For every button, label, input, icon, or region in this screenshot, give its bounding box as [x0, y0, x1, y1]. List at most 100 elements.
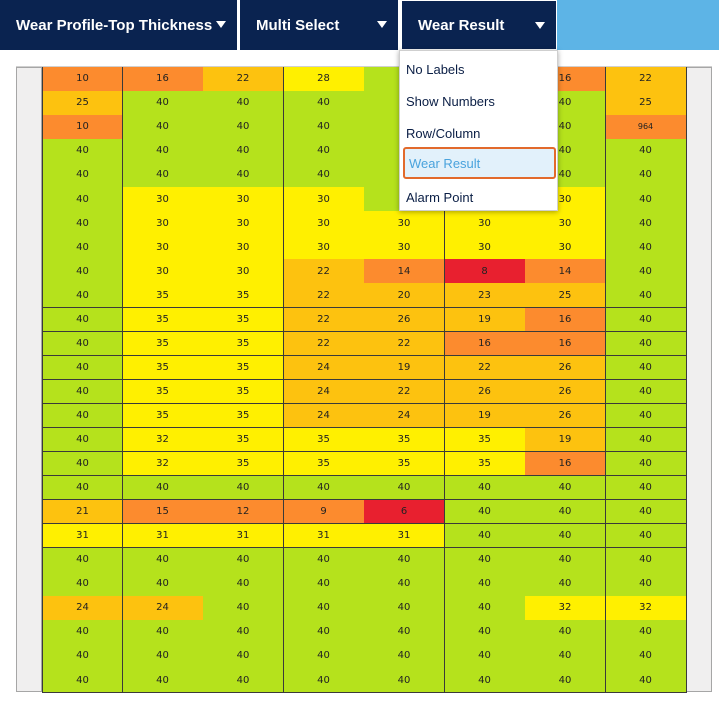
- grid-cell[interactable]: 40: [364, 475, 445, 501]
- grid-cell[interactable]: 22: [364, 379, 445, 405]
- grid-cell[interactable]: 30: [203, 235, 284, 260]
- grid-cell[interactable]: 40: [605, 139, 687, 164]
- grid-cell[interactable]: 30: [283, 187, 365, 212]
- grid-cell[interactable]: 40: [42, 307, 123, 333]
- grid-cell[interactable]: 16: [122, 67, 204, 92]
- grid-cell[interactable]: 40: [444, 668, 526, 693]
- grid-cell[interactable]: 24: [364, 403, 445, 429]
- grid-cell[interactable]: 40: [444, 572, 526, 597]
- grid-cell[interactable]: 35: [122, 307, 204, 333]
- grid-cell[interactable]: 31: [364, 523, 445, 549]
- grid-cell[interactable]: 30: [444, 211, 526, 236]
- grid-cell[interactable]: 40: [42, 211, 123, 236]
- grid-cell[interactable]: 40: [605, 427, 687, 453]
- grid-cell[interactable]: 40: [283, 139, 365, 164]
- grid-cell[interactable]: 40: [203, 475, 284, 501]
- grid-cell[interactable]: 40: [444, 523, 526, 549]
- grid-cell[interactable]: 40: [42, 548, 123, 573]
- grid-cell[interactable]: 40: [203, 668, 284, 693]
- grid-cell[interactable]: 21: [42, 499, 123, 525]
- grid-cell[interactable]: 40: [42, 427, 123, 453]
- menu-item-no-labels[interactable]: No Labels: [406, 61, 465, 77]
- grid-cell[interactable]: 26: [525, 379, 606, 405]
- grid-cell[interactable]: 25: [42, 91, 123, 116]
- grid-cell[interactable]: 40: [203, 139, 284, 164]
- grid-cell[interactable]: 35: [122, 403, 204, 429]
- grid-cell[interactable]: 22: [203, 67, 284, 92]
- grid-cell[interactable]: 8: [444, 259, 526, 284]
- grid-cell[interactable]: 32: [122, 427, 204, 453]
- grid-cell[interactable]: 35: [203, 331, 284, 357]
- grid-cell[interactable]: 24: [283, 355, 365, 381]
- grid-cell[interactable]: 35: [203, 283, 284, 308]
- menu-item-row-column[interactable]: Row/Column: [406, 125, 481, 141]
- grid-cell[interactable]: 40: [364, 596, 445, 621]
- grid-cell[interactable]: 32: [605, 596, 687, 621]
- grid-cell[interactable]: 40: [525, 572, 606, 597]
- grid-cell[interactable]: 9: [283, 499, 365, 525]
- grid-cell[interactable]: 30: [525, 235, 606, 260]
- grid-cell[interactable]: 40: [525, 620, 606, 645]
- grid-cell[interactable]: 40: [42, 668, 123, 693]
- grid-cell[interactable]: 35: [203, 403, 284, 429]
- grid-cell[interactable]: 19: [444, 307, 526, 333]
- grid-cell[interactable]: 40: [283, 91, 365, 116]
- grid-cell[interactable]: 40: [203, 596, 284, 621]
- grid-cell[interactable]: 40: [525, 548, 606, 573]
- grid-cell[interactable]: 40: [364, 548, 445, 573]
- grid-cell[interactable]: 30: [444, 235, 526, 260]
- grid-cell[interactable]: 30: [283, 211, 365, 236]
- grid-cell[interactable]: 40: [444, 620, 526, 645]
- grid-cell[interactable]: 40: [42, 403, 123, 429]
- grid-cell[interactable]: 40: [42, 475, 123, 501]
- grid-cell[interactable]: 35: [122, 355, 204, 381]
- grid-cell[interactable]: 40: [283, 548, 365, 573]
- grid-cell[interactable]: 40: [525, 475, 606, 501]
- grid-cell[interactable]: 40: [605, 403, 687, 429]
- menu-item-alarm-point[interactable]: Alarm Point: [406, 189, 474, 205]
- grid-cell[interactable]: 40: [283, 596, 365, 621]
- grid-cell[interactable]: 10: [42, 115, 123, 140]
- grid-cell[interactable]: 35: [364, 427, 445, 453]
- grid-cell[interactable]: 40: [605, 475, 687, 501]
- grid-cell[interactable]: 30: [203, 259, 284, 284]
- grid-cell[interactable]: 40: [444, 475, 526, 501]
- grid-cell[interactable]: 30: [364, 211, 445, 236]
- menu-item-show-numbers[interactable]: Show Numbers: [406, 93, 495, 109]
- grid-cell[interactable]: 40: [203, 548, 284, 573]
- grid-cell[interactable]: 35: [122, 331, 204, 357]
- grid-cell[interactable]: 40: [42, 379, 123, 405]
- grid-cell[interactable]: 40: [203, 644, 284, 669]
- grid-cell[interactable]: 14: [525, 259, 606, 284]
- grid-cell[interactable]: 40: [203, 572, 284, 597]
- grid-cell[interactable]: 25: [525, 283, 606, 308]
- grid-cell[interactable]: 40: [444, 499, 526, 525]
- grid-cell[interactable]: 32: [122, 451, 204, 477]
- grid-cell[interactable]: 40: [122, 115, 204, 140]
- grid-cell[interactable]: 16: [525, 307, 606, 333]
- grid-cell[interactable]: 19: [364, 355, 445, 381]
- grid-cell[interactable]: 30: [122, 187, 204, 212]
- grid-cell[interactable]: 40: [525, 644, 606, 669]
- grid-cell[interactable]: 40: [605, 355, 687, 381]
- grid-cell[interactable]: 24: [42, 596, 123, 621]
- grid-cell[interactable]: 40: [203, 91, 284, 116]
- grid-cell[interactable]: 964: [605, 115, 687, 140]
- grid-cell[interactable]: 40: [122, 572, 204, 597]
- grid-cell[interactable]: 40: [364, 644, 445, 669]
- grid-cell[interactable]: 31: [42, 523, 123, 549]
- grid-cell[interactable]: 40: [605, 211, 687, 236]
- grid-cell[interactable]: 10: [42, 67, 123, 92]
- grid-cell[interactable]: 40: [122, 548, 204, 573]
- grid-cell[interactable]: 40: [364, 620, 445, 645]
- grid-cell[interactable]: 40: [42, 139, 123, 164]
- grid-cell[interactable]: 40: [122, 91, 204, 116]
- grid-cell[interactable]: 31: [203, 523, 284, 549]
- grid-cell[interactable]: 19: [525, 427, 606, 453]
- grid-cell[interactable]: 40: [605, 572, 687, 597]
- grid-cell[interactable]: 40: [364, 572, 445, 597]
- grid-cell[interactable]: 35: [283, 427, 365, 453]
- grid-cell[interactable]: 35: [122, 283, 204, 308]
- grid-cell[interactable]: 35: [203, 379, 284, 405]
- grid-cell[interactable]: 40: [283, 620, 365, 645]
